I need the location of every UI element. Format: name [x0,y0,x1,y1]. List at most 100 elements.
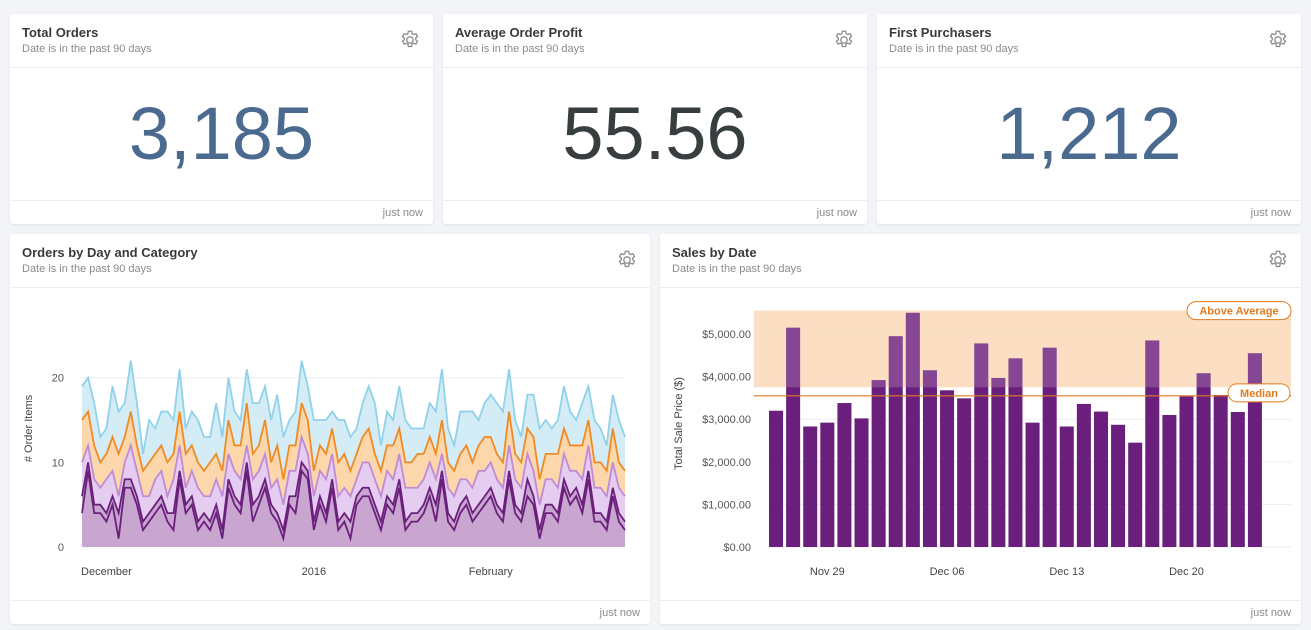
bar [837,403,852,547]
bar-band-overlay [974,343,989,388]
bar-band-overlay [871,380,886,388]
bar [786,327,801,547]
card-title: Orders by Day and Category [22,245,198,260]
x-tick-label: Dec 13 [1049,566,1084,578]
bar [940,390,955,547]
tile-subtitle: Date is in the past 90 days [22,43,152,55]
area-4 [82,403,625,505]
card-subtitle: Date is in the past 90 days [22,263,152,275]
x-tick-label: Nov 29 [810,566,845,578]
above-average-label: Above Average [1186,301,1292,321]
orders-area-chart: 0 10 20 # Order Items December 2016 February [23,360,626,578]
average-order-profit-tile: Average Order Profit Date is in the past… [443,14,867,224]
bar [974,343,989,547]
bar [820,422,835,547]
gear-icon[interactable] [1267,249,1289,271]
tile-header: Average Order Profit Date is in the past… [443,14,867,68]
series-line-5 [81,360,626,455]
total-orders-tile: Total Orders Date is in the past 90 days… [10,14,433,224]
tile-value: 3,185 [128,92,315,175]
tile-header: Total Orders Date is in the past 90 days [10,14,433,68]
bar [1076,403,1091,547]
bar-band-overlay [1042,347,1057,388]
bar [1213,394,1228,547]
bar [1196,373,1211,547]
x-tick-label: 2016 [302,566,326,578]
bar [888,336,903,547]
bar [957,398,972,547]
bar-band-overlay [1196,373,1211,388]
x-tick-label: Dec 06 [930,566,965,578]
card-subtitle: Date is in the past 90 days [672,263,802,275]
bar [922,370,937,547]
x-tick-label: December [81,566,132,578]
y-tick-label: $5,000.00 [702,329,751,341]
x-tick-label: February [469,566,514,578]
area-3 [82,436,625,531]
tile-header: First Purchasers Date is in the past 90 … [877,14,1301,68]
y-tick-label: $3,000.00 [702,414,751,426]
bar [1042,347,1057,547]
label-pill [1186,301,1292,321]
y-axis-label: Total Sale Price ($) [673,377,685,470]
bar [769,410,784,547]
series-line-1 [81,468,626,542]
tile-title: Total Orders [22,25,99,40]
bar [1145,340,1160,547]
area-1 [82,470,625,547]
tile-value: 1,212 [996,92,1182,175]
tile-title: First Purchasers [889,25,992,40]
refresh-status: just now [1250,607,1291,619]
bar [854,418,869,547]
card-footer: just now [660,600,1301,624]
gear-icon[interactable] [1267,29,1289,51]
series-line-2 [81,460,626,534]
first-purchasers-tile: First Purchasers Date is in the past 90 … [877,14,1301,224]
bar [803,426,818,547]
y-tick-label: $4,000.00 [702,372,751,384]
series-line-4 [81,402,626,480]
bar [1162,414,1177,547]
tile-value: 55.56 [562,92,748,175]
y-tick-label: 10 [52,457,64,469]
bar [1093,411,1108,547]
bar [905,312,920,547]
refresh-status: just now [1250,207,1291,219]
bar-band-overlay [991,377,1006,388]
sales-by-date-card: Sales by Date Date is in the past 90 day… [660,234,1301,624]
series-line-3 [81,433,626,505]
y-tick-label: 0 [58,542,64,554]
tile-subtitle: Date is in the past 90 days [455,43,585,55]
y-tick-label: $0.00 [723,542,751,554]
label-pill [1227,383,1291,403]
orders-by-day-card: Orders by Day and Category Date is in th… [10,234,650,624]
refresh-status: just now [382,207,423,219]
y-axis-label: # Order Items [23,394,35,462]
bar [1128,442,1143,547]
card-footer: just now [10,600,650,624]
tile-footer: just now [10,200,433,224]
label-text: Median [1240,388,1278,400]
bar [991,377,1006,547]
y-tick-label: 20 [52,373,64,385]
tile-footer: just now [443,200,867,224]
bar [1111,424,1126,547]
gear-icon[interactable] [616,249,638,271]
bar [871,380,886,547]
y-tick-label: $2,000.00 [702,457,751,469]
gear-icon[interactable] [399,29,421,51]
bar [1008,358,1023,547]
bar-band-overlay [786,327,801,388]
bar [1059,426,1074,547]
gear-icon[interactable] [833,29,855,51]
refresh-status: just now [816,207,857,219]
x-tick-label: Dec 20 [1169,566,1204,578]
bar-band-overlay [888,336,903,388]
bar [1230,412,1245,547]
median-label: Median [1227,383,1291,403]
sales-bar-chart: $0.00 $1,000.00 $2,000.00 $3,000.00 $4,000.0… [673,301,1292,578]
bar-band-overlay [922,370,937,388]
y-tick-label: $1,000.00 [702,499,751,511]
tile-subtitle: Date is in the past 90 days [889,43,1019,55]
bar-band-overlay [1247,353,1262,388]
